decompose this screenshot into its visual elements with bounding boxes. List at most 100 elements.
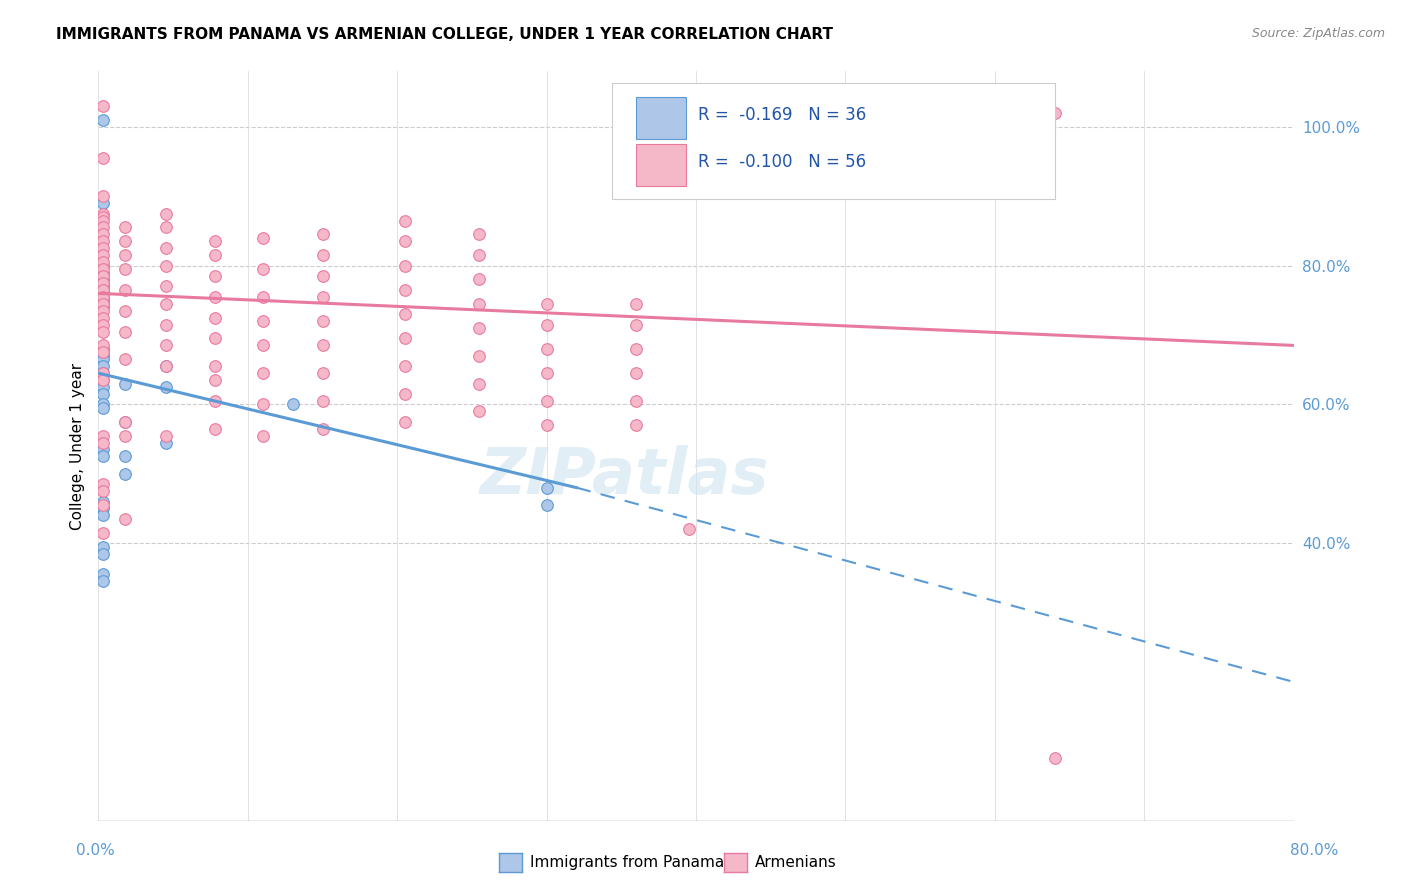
- Point: [91, 484, 114, 499]
- Point: [468, 248, 491, 262]
- Point: [91, 574, 114, 589]
- Point: [394, 213, 416, 227]
- Point: [204, 331, 226, 345]
- Point: [91, 450, 114, 464]
- Point: [536, 366, 558, 380]
- Point: [91, 442, 114, 457]
- Point: [114, 352, 136, 367]
- Point: [114, 415, 136, 429]
- Point: [311, 314, 333, 328]
- Point: [468, 376, 491, 391]
- Point: [204, 373, 226, 387]
- Point: [91, 373, 114, 387]
- Point: [252, 428, 274, 442]
- Point: [91, 290, 114, 304]
- Point: [468, 321, 491, 335]
- Point: [91, 494, 114, 508]
- Point: [626, 318, 648, 332]
- Point: [91, 297, 114, 311]
- Point: [536, 481, 558, 495]
- Point: [536, 318, 558, 332]
- Text: Armenians: Armenians: [755, 855, 837, 870]
- Point: [114, 325, 136, 339]
- Point: [1043, 751, 1066, 765]
- Point: [91, 401, 114, 415]
- Point: [536, 342, 558, 356]
- Point: [91, 248, 114, 262]
- Point: [91, 567, 114, 582]
- Point: [311, 268, 333, 283]
- Point: [114, 428, 136, 442]
- Point: [394, 331, 416, 345]
- Point: [204, 310, 226, 325]
- Point: [114, 303, 136, 318]
- Point: [91, 279, 114, 293]
- Point: [91, 300, 114, 314]
- Text: Source: ZipAtlas.com: Source: ZipAtlas.com: [1251, 27, 1385, 40]
- Point: [91, 318, 114, 332]
- Point: [394, 415, 416, 429]
- Point: [91, 220, 114, 235]
- Point: [204, 268, 226, 283]
- Point: [155, 297, 177, 311]
- Point: [91, 266, 114, 280]
- Point: [114, 235, 136, 249]
- Point: [155, 359, 177, 374]
- Point: [626, 393, 648, 408]
- Point: [626, 366, 648, 380]
- Point: [91, 310, 114, 325]
- Point: [394, 387, 416, 401]
- Point: [91, 99, 114, 113]
- Point: [91, 259, 114, 273]
- Point: [91, 387, 114, 401]
- Point: [91, 540, 114, 554]
- Point: [252, 366, 274, 380]
- Point: [204, 290, 226, 304]
- Point: [311, 248, 333, 262]
- Point: [311, 227, 333, 242]
- Text: R =  -0.100   N = 56: R = -0.100 N = 56: [699, 153, 866, 171]
- Point: [468, 272, 491, 286]
- Point: [91, 286, 114, 301]
- Point: [204, 422, 226, 436]
- Point: [91, 428, 114, 442]
- Point: [252, 314, 274, 328]
- Point: [91, 262, 114, 277]
- Point: [536, 297, 558, 311]
- Point: [394, 283, 416, 297]
- Point: [91, 547, 114, 561]
- Point: [252, 338, 274, 352]
- Point: [91, 272, 114, 286]
- Point: [91, 297, 114, 311]
- Point: [252, 262, 274, 277]
- Point: [1043, 106, 1066, 120]
- Point: [91, 255, 114, 269]
- Point: [91, 276, 114, 290]
- Point: [114, 415, 136, 429]
- Point: [155, 220, 177, 235]
- Point: [155, 241, 177, 255]
- Point: [91, 338, 114, 352]
- Point: [91, 112, 114, 127]
- Point: [91, 498, 114, 512]
- Point: [155, 435, 177, 450]
- Point: [155, 279, 177, 293]
- Point: [114, 467, 136, 481]
- Point: [91, 227, 114, 242]
- Y-axis label: College, Under 1 year: College, Under 1 year: [69, 362, 84, 530]
- Point: [91, 293, 114, 308]
- Point: [155, 359, 177, 374]
- Point: [394, 359, 416, 374]
- Point: [91, 235, 114, 249]
- Point: [626, 342, 648, 356]
- Point: [91, 380, 114, 394]
- Point: [91, 508, 114, 523]
- Point: [91, 283, 114, 297]
- Point: [311, 422, 333, 436]
- Point: [91, 349, 114, 363]
- Point: [114, 450, 136, 464]
- Point: [468, 297, 491, 311]
- Point: [536, 418, 558, 433]
- Point: [91, 276, 114, 290]
- Point: [91, 206, 114, 220]
